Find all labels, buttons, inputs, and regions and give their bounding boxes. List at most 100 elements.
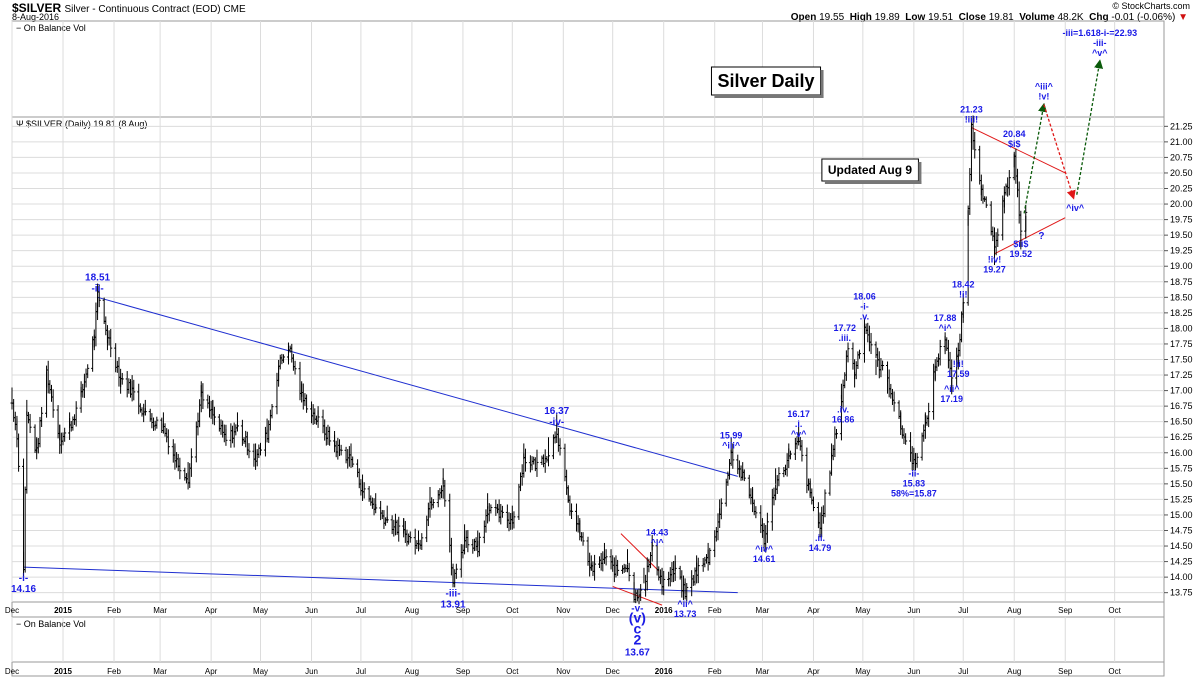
y-tick-label: 19.75 (1170, 215, 1193, 225)
wave-label: 16.37-iv- (544, 406, 569, 428)
wave-label-line: 16.17 (787, 409, 810, 419)
x-tick-label: Oct (1108, 606, 1121, 615)
wave-label-line: 14.16 (11, 584, 36, 595)
y-tick-label: 16.50 (1170, 417, 1193, 427)
x-tick-label: Aug (405, 606, 419, 615)
wave-label-line: 58%=15.87 (891, 488, 937, 498)
y-tick-label: 18.00 (1170, 323, 1193, 333)
y-tick-label: 13.75 (1170, 588, 1193, 598)
wave-label-line: -iii- (1093, 38, 1107, 48)
projection-up-to-v (1076, 59, 1104, 195)
wave-label-line: 15.83 (903, 478, 926, 488)
y-tick-label: 14.75 (1170, 525, 1193, 535)
x-tick-label: Feb (708, 606, 722, 615)
wave-label-line: ^iii^ (722, 440, 741, 450)
wave-label-line: 17.88 (934, 313, 957, 323)
wave-label-line: -ii- (908, 468, 919, 478)
x-tick-label-bottom: Apr (205, 667, 218, 676)
title-box: Silver Daily (710, 66, 824, 98)
wave-label-line: 14.79 (809, 543, 832, 553)
wave-label-line: .iv. (837, 404, 849, 414)
wave-label-line: !iv! (988, 254, 1002, 264)
y-tick-label: 14.50 (1170, 541, 1193, 551)
updated-box-text: Updated Aug 9 (828, 163, 913, 177)
wave-label-line: ^v^ (791, 429, 807, 439)
trendline-red-cross-1 (620, 533, 660, 572)
wave-label: ^iv^ (1066, 203, 1085, 213)
wave-label: 18.51-ii- (85, 273, 110, 295)
x-tick-label-bottom: Dec (5, 667, 19, 676)
open-value: 19.55 (819, 12, 845, 23)
y-tick-label: 15.50 (1170, 479, 1193, 489)
trendline-red-upper-wedge (971, 127, 1066, 174)
wave-label-line: -i- (19, 573, 28, 584)
y-tick-label: 15.75 (1170, 463, 1193, 473)
close-value: 19.81 (988, 12, 1014, 23)
wave-label-line: 20.84 (1003, 129, 1026, 139)
x-tick-label: Sep (1058, 606, 1073, 615)
y-tick-label: 16.25 (1170, 432, 1193, 442)
y-tick-label: 15.25 (1170, 494, 1193, 504)
x-tick-label: May (855, 606, 870, 615)
x-tick-label: May (253, 606, 268, 615)
y-tick-label: 20.50 (1170, 168, 1193, 178)
chart-date: 8-Aug-2016 (12, 12, 60, 22)
wave-label: -i-14.16 (11, 573, 36, 595)
y-tick-label: 17.75 (1170, 339, 1193, 349)
wave-label-line: !v! (1038, 92, 1049, 102)
x-tick-label: 2016 (655, 606, 673, 615)
wave-label: !ii!17.59 (947, 359, 970, 379)
x-axis-strip-mid (11, 601, 1165, 618)
x-tick-label-bottom: Jun (907, 667, 920, 676)
x-tick-label-bottom: 2016 (655, 667, 673, 676)
x-tick-label: Apr (807, 606, 820, 615)
wave-label-line: $ii$ (1013, 239, 1028, 249)
wave-label: ? (1038, 231, 1044, 242)
y-tick-label: 18.25 (1170, 308, 1193, 318)
wave-label-line: .v. (860, 312, 869, 322)
wave-label: 21.23!iii! (960, 105, 983, 125)
y-tick-label: 16.00 (1170, 448, 1193, 458)
x-tick-label-bottom: May (855, 667, 870, 676)
x-tick-label-bottom: Mar (153, 667, 167, 676)
low-label: Low (905, 12, 926, 23)
wave-label-line: -iii=1.618-i-=22.93 (1063, 28, 1138, 38)
wave-label-line: 14.43 (646, 527, 669, 537)
wave-label-line: -iii- (446, 589, 461, 600)
wave-label-line: 18.42 (952, 279, 975, 289)
ohlc-summary: Open 19.55 High 19.89 Low 19.51 Close 19… (791, 12, 1188, 23)
wave-label: 20.84$i$ (1003, 129, 1026, 149)
x-tick-label: Feb (107, 606, 121, 615)
wave-label-line: 14.61 (753, 554, 776, 564)
chg-down-icon: ▼ (1178, 12, 1188, 23)
wave-label-line: 13.91 (441, 600, 466, 611)
wave-label: $ii$19.52 (1010, 239, 1033, 259)
y-tick-label: 17.00 (1170, 386, 1193, 396)
updated-box-shadow-side (918, 162, 922, 184)
y-tick-label: 20.00 (1170, 199, 1193, 209)
x-tick-label-bottom: Oct (1108, 667, 1121, 676)
wave-label-line: ^i^ (651, 537, 665, 547)
wave-label-line: ^iv^ (755, 544, 774, 554)
y-tick-label: 19.25 (1170, 246, 1193, 256)
brand-watermark: © StockCharts.com (1112, 1, 1190, 11)
y-tick-label: 21.25 (1170, 121, 1193, 131)
title-box-text: Silver Daily (717, 71, 814, 91)
wave-label-line: 19.27 (983, 264, 1006, 274)
x-tick-label: Dec (5, 606, 19, 615)
wave-label-line: !ii! (953, 359, 964, 369)
wave-label-line: c (633, 621, 641, 637)
volume-label: Volume (1019, 12, 1055, 23)
wave-label-line: ^i^ (939, 323, 953, 333)
wave-label-line: (v) (629, 610, 646, 626)
x-tick-label-bottom: Aug (405, 667, 419, 676)
top-panel-label: − On Balance Vol (16, 23, 86, 33)
wave-label-line: 17.59 (947, 369, 970, 379)
y-tick-label: 18.50 (1170, 292, 1193, 302)
wave-label: !iv!19.27 (983, 254, 1006, 274)
x-tick-label-bottom: Sep (1058, 667, 1073, 676)
x-tick-label: Mar (153, 606, 167, 615)
y-tick-label: 17.50 (1170, 355, 1193, 365)
symbol-title: $SILVER Silver - Continuous Contract (EO… (12, 1, 246, 15)
